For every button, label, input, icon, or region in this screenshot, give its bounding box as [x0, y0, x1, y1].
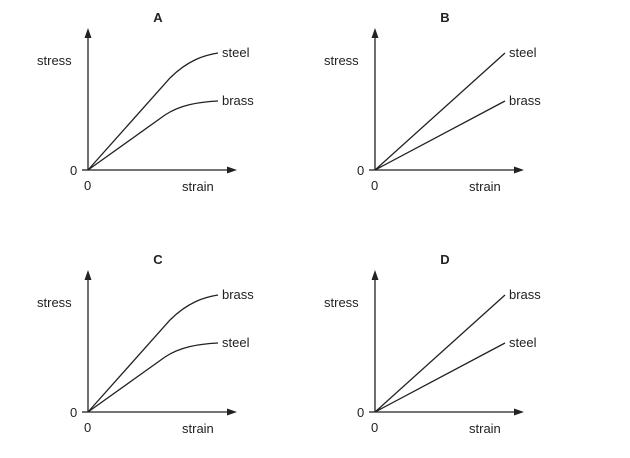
lower-curve-label: brass: [222, 93, 254, 108]
x-axis-label: strain: [182, 421, 214, 436]
panel-title: C: [153, 252, 163, 267]
origin-y-label: 0: [357, 405, 364, 420]
origin-x-label: 0: [371, 420, 378, 435]
origin-y-label: 0: [357, 163, 364, 178]
lower-line: [374, 342, 506, 413]
lower-curve-label: steel: [222, 335, 250, 350]
y-axis-label: stress: [324, 295, 359, 310]
panel-d: D stress 0 0 strain brass steel: [324, 252, 541, 436]
origin-x-label: 0: [84, 420, 91, 435]
panel-c: C stress 0 0 strain brass steel: [37, 252, 254, 436]
upper-line-label: brass: [509, 287, 541, 302]
x-axis-arrowhead: [514, 408, 524, 416]
upper-curve: [87, 294, 219, 413]
origin-y-label: 0: [70, 405, 77, 420]
origin-x-label: 0: [371, 178, 378, 193]
y-axis-arrowhead: [84, 28, 92, 38]
x-axis-label: strain: [469, 179, 501, 194]
y-axis-label: stress: [37, 53, 72, 68]
origin-y-label: 0: [70, 163, 77, 178]
y-axis-label: stress: [324, 53, 359, 68]
y-axis-arrowhead: [84, 270, 92, 280]
panel-b: B stress 0 0 strain steel brass: [324, 10, 541, 194]
upper-line-label: steel: [509, 45, 537, 60]
y-axis-arrowhead: [371, 270, 379, 280]
upper-line: [374, 294, 506, 413]
lower-curve: [87, 100, 219, 171]
lower-line: [374, 100, 506, 171]
x-axis-label: strain: [182, 179, 214, 194]
x-axis-label: strain: [469, 421, 501, 436]
origin-x-label: 0: [84, 178, 91, 193]
y-axis-label: stress: [37, 295, 72, 310]
panel-a: A stress 0 0 strain steel brass: [37, 10, 254, 194]
upper-line: [374, 52, 506, 171]
panel-title: A: [153, 10, 163, 25]
panel-title: B: [440, 10, 449, 25]
x-axis-arrowhead: [227, 408, 237, 416]
y-axis-arrowhead: [371, 28, 379, 38]
upper-curve-label: steel: [222, 45, 250, 60]
x-axis-arrowhead: [514, 166, 524, 174]
lower-line-label: brass: [509, 93, 541, 108]
lower-curve: [87, 342, 219, 413]
upper-curve-label: brass: [222, 287, 254, 302]
x-axis-arrowhead: [227, 166, 237, 174]
upper-curve: [87, 52, 219, 171]
panel-title: D: [440, 252, 449, 267]
lower-line-label: steel: [509, 335, 537, 350]
